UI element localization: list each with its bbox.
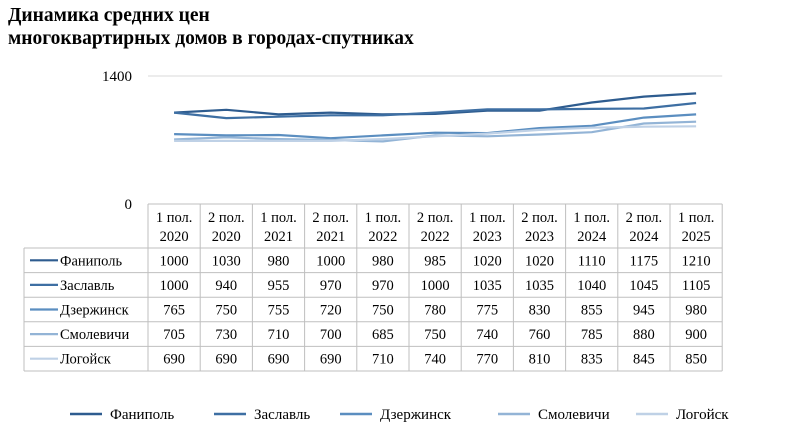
data-value-1-1: 940: [215, 278, 237, 294]
table-series-name-4: Логойск: [60, 352, 112, 368]
data-value-4-4: 710: [372, 352, 394, 368]
category-label-6-line-1: 1 пол.: [469, 210, 506, 226]
chart-title-line-1: Динамика средних цен: [8, 5, 210, 26]
data-value-1-9: 1045: [629, 278, 658, 294]
data-value-4-6: 770: [476, 352, 498, 368]
data-value-3-0: 705: [163, 327, 185, 343]
category-label-5-line-1: 2 пол.: [417, 210, 454, 226]
category-label-4-line-2: 2022: [368, 229, 397, 245]
data-value-2-8: 855: [581, 303, 603, 319]
series-line-0: [174, 92, 697, 116]
data-value-1-6: 1035: [473, 278, 502, 294]
data-value-0-7: 1020: [525, 253, 554, 269]
y-tick-label-0: 0: [125, 197, 133, 213]
data-value-4-2: 690: [268, 352, 290, 368]
data-value-0-2: 980: [268, 253, 290, 269]
data-value-2-2: 755: [268, 303, 290, 319]
data-value-4-0: 690: [163, 352, 185, 368]
category-label-2-line-2: 2021: [264, 229, 293, 245]
legend-label-3: Смолевичи: [538, 407, 610, 423]
table-series-name-0: Фаниполь: [60, 253, 122, 269]
data-value-2-10: 980: [685, 303, 707, 319]
data-value-1-10: 1105: [682, 278, 710, 294]
data-value-3-4: 685: [372, 327, 394, 343]
data-value-3-3: 700: [320, 327, 342, 343]
data-value-0-9: 1175: [630, 253, 658, 269]
category-label-3-line-1: 2 пол.: [312, 210, 349, 226]
data-value-3-2: 710: [268, 327, 290, 343]
data-value-4-7: 810: [529, 352, 551, 368]
data-value-1-7: 1035: [525, 278, 554, 294]
category-label-7-line-2: 2023: [525, 229, 554, 245]
chart-title-line-2: многоквартирных домов в городах-спутника…: [8, 28, 414, 49]
category-label-8-line-2: 2024: [577, 229, 607, 245]
category-label-10-line-2: 2025: [682, 229, 711, 245]
data-value-0-8: 1110: [578, 253, 606, 269]
table-series-name-3: Смолевичи: [60, 327, 129, 343]
data-value-3-1: 730: [215, 327, 237, 343]
legend-label-1: Заславль: [254, 407, 310, 423]
data-value-2-4: 750: [372, 303, 394, 319]
data-value-0-10: 1210: [682, 253, 711, 269]
data-value-0-5: 985: [424, 253, 446, 269]
data-value-1-5: 1000: [421, 278, 450, 294]
data-value-2-7: 830: [529, 303, 551, 319]
data-value-3-9: 880: [633, 327, 655, 343]
category-label-10-line-1: 1 пол.: [678, 210, 715, 226]
category-label-9-line-2: 2024: [629, 229, 659, 245]
table-series-name-2: Дзержинск: [60, 303, 130, 319]
legend-label-0: Фаниполь: [110, 407, 174, 423]
data-value-0-6: 1020: [473, 253, 502, 269]
data-value-4-5: 740: [424, 352, 446, 368]
data-value-2-1: 750: [215, 303, 237, 319]
series-line-3: [174, 120, 697, 143]
series-line-2: [174, 113, 697, 140]
category-label-4-line-1: 1 пол.: [365, 210, 402, 226]
data-value-2-0: 765: [163, 303, 185, 319]
data-value-1-0: 1000: [160, 278, 189, 294]
series-line-1: [173, 101, 697, 120]
data-value-2-3: 720: [320, 303, 342, 319]
data-value-3-6: 740: [476, 327, 498, 343]
data-value-2-9: 945: [633, 303, 655, 319]
category-label-0-line-2: 2020: [160, 229, 189, 245]
data-value-0-3: 1000: [316, 253, 345, 269]
category-label-2-line-1: 1 пол.: [260, 210, 297, 226]
data-value-4-1: 690: [215, 352, 237, 368]
data-value-1-8: 1040: [577, 278, 606, 294]
legend-label-4: Логойск: [676, 407, 729, 423]
series-line-4: [174, 125, 697, 142]
data-value-1-2: 955: [268, 278, 290, 294]
category-label-7-line-1: 2 пол.: [521, 210, 558, 226]
chart-title: Динамика средних цен многоквартирных дом…: [8, 4, 414, 50]
data-value-3-8: 785: [581, 327, 603, 343]
category-label-0-line-1: 1 пол.: [156, 210, 193, 226]
data-value-3-10: 900: [685, 327, 707, 343]
data-value-1-4: 970: [372, 278, 394, 294]
legend-label-2: Дзержинск: [380, 407, 452, 423]
data-value-0-0: 1000: [160, 253, 189, 269]
data-value-4-3: 690: [320, 352, 342, 368]
category-label-8-line-1: 1 пол.: [573, 210, 610, 226]
data-value-0-1: 1030: [212, 253, 241, 269]
data-value-1-3: 970: [320, 278, 342, 294]
table-series-name-1: Заславль: [60, 278, 115, 294]
data-value-2-6: 775: [476, 303, 498, 319]
data-value-0-4: 980: [372, 253, 394, 269]
data-value-3-7: 760: [529, 327, 551, 343]
category-label-5-line-2: 2022: [421, 229, 450, 245]
data-value-2-5: 780: [424, 303, 446, 319]
data-value-4-10: 850: [685, 352, 707, 368]
data-value-4-9: 845: [633, 352, 655, 368]
category-label-1-line-1: 2 пол.: [208, 210, 245, 226]
category-label-1-line-2: 2020: [212, 229, 241, 245]
category-label-6-line-2: 2023: [473, 229, 502, 245]
category-label-3-line-2: 2021: [316, 229, 345, 245]
y-tick-label-1: 1400: [102, 69, 132, 85]
data-value-3-5: 750: [424, 327, 446, 343]
data-value-4-8: 835: [581, 352, 603, 368]
category-label-9-line-1: 2 пол.: [626, 210, 663, 226]
